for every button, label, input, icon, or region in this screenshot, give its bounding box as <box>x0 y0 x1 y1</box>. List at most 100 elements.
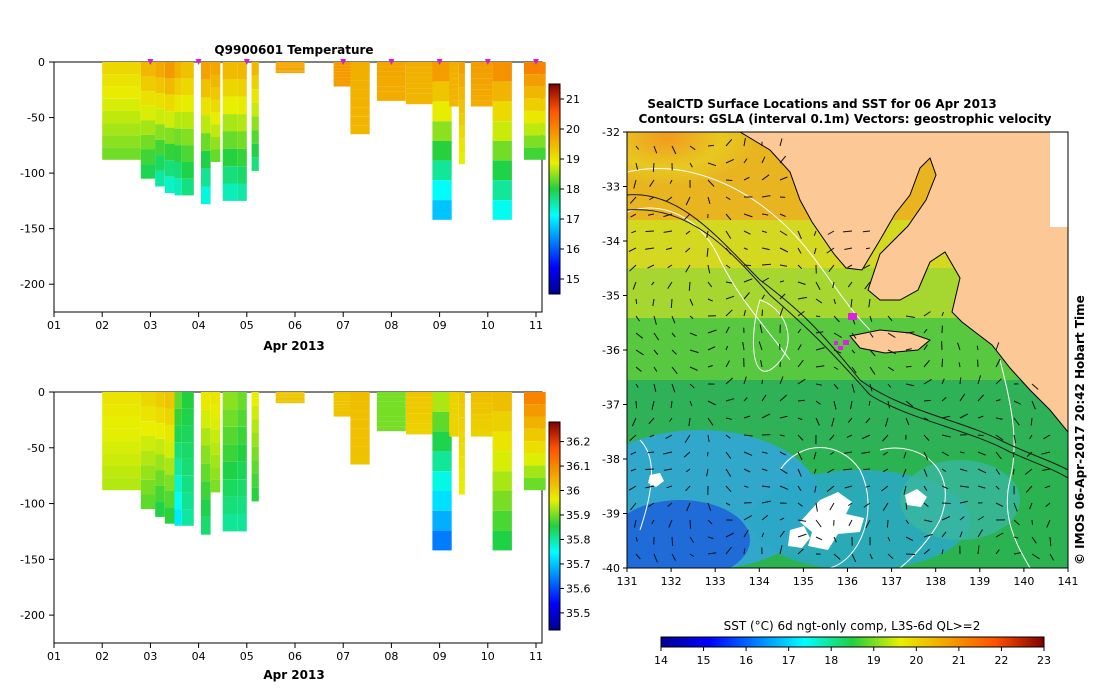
colorbar-tick-label: 36.1 <box>566 460 591 473</box>
velocity-vector <box>761 394 767 402</box>
sst-colorbar-tick-label: 18 <box>824 654 838 667</box>
velocity-vector <box>653 383 657 392</box>
velocity-vector <box>995 378 1002 385</box>
velocity-vector <box>633 179 637 189</box>
profile-segment <box>210 99 221 112</box>
velocity-vector <box>905 383 915 387</box>
velocity-vector <box>665 434 673 440</box>
velocity-vector <box>743 548 746 555</box>
velocity-vector <box>797 359 804 368</box>
profile-segment <box>201 97 211 116</box>
velocity-vector <box>813 468 817 474</box>
velocity-vector <box>707 196 711 205</box>
profile-segment <box>458 74 465 88</box>
velocity-vector <box>761 309 763 317</box>
profile-segment <box>251 62 259 76</box>
profile-segment <box>470 392 493 398</box>
velocity-vector <box>671 383 676 393</box>
velocity-vector <box>684 213 691 221</box>
profile-segment <box>458 430 465 444</box>
velocity-vector <box>995 532 1004 538</box>
colorbar-tick-label: 18 <box>566 183 580 196</box>
temperature-x-axis-label: Apr 2013 <box>263 339 324 353</box>
profile-segment <box>210 442 221 455</box>
profile-segment <box>449 95 459 101</box>
velocity-vector <box>851 383 855 393</box>
y-tick-label: -200 <box>20 609 45 622</box>
profile-segment <box>174 425 182 443</box>
profile-segment <box>470 89 493 96</box>
velocity-vector <box>869 553 873 560</box>
velocity-vector <box>725 434 731 439</box>
profile-segment <box>432 451 452 472</box>
gsla-contour-2 <box>627 207 791 361</box>
velocity-vector <box>779 307 784 317</box>
profile-segment <box>201 481 211 499</box>
profile-segment <box>458 469 465 482</box>
profile-segment <box>350 125 370 135</box>
profile-segment <box>275 63 305 65</box>
profile-segment <box>470 408 493 415</box>
profile-segment <box>524 74 546 87</box>
profile-segment <box>102 428 141 442</box>
sst-colorbar-tick-label: 19 <box>867 654 881 667</box>
velocity-vector <box>707 264 711 274</box>
colorbar-tick-label: 15 <box>566 273 580 286</box>
velocity-vector <box>797 328 802 334</box>
profile-segment <box>350 455 370 465</box>
velocity-vector <box>671 349 677 355</box>
temperature-section-panel: Q9900601 Temperature 0 -50 -100 -150 -200 01… <box>20 43 580 353</box>
velocity-vector <box>725 451 732 459</box>
sst-colorbar-label: SST (°C) 6d ngt-only comp, L3S-6d QL>=2 <box>724 619 981 633</box>
colorbar-tick-label: 21 <box>566 93 580 106</box>
velocity-vector <box>666 196 673 202</box>
profile-segment <box>449 78 459 85</box>
velocity-vector <box>779 530 785 538</box>
velocity-vector <box>743 247 748 250</box>
salinity-profiles <box>102 392 546 551</box>
velocity-vector <box>882 468 889 473</box>
velocity-vector <box>743 451 753 456</box>
profile-segment <box>251 405 259 420</box>
velocity-vector <box>1029 502 1033 510</box>
x-tick-label: 07 <box>336 650 350 663</box>
velocity-vector <box>941 415 951 419</box>
velocity-vector <box>688 281 691 291</box>
sst-map-panel: SealCTD Surface Locations and SST for 06… <box>602 97 1087 667</box>
velocity-vector <box>725 281 733 284</box>
velocity-vector <box>649 179 655 187</box>
velocity-vector <box>813 247 817 255</box>
profile-segment <box>210 62 221 75</box>
velocity-vector <box>863 264 871 269</box>
x-tick-label: 10 <box>481 650 495 663</box>
profile-segment <box>492 431 512 452</box>
x-tick-label: 03 <box>143 319 157 332</box>
velocity-vector <box>976 345 979 351</box>
geostrophic-velocity-vectors <box>628 138 1055 563</box>
velocity-vector <box>957 342 961 351</box>
velocity-vector <box>725 417 732 420</box>
velocity-vector <box>761 379 763 385</box>
profile-segment <box>164 441 175 458</box>
profile-segment <box>376 91 406 97</box>
profile-segment <box>164 160 175 177</box>
velocity-vector <box>923 311 931 317</box>
velocity-vector <box>887 315 893 322</box>
velocity-vector <box>649 434 655 438</box>
velocity-vector <box>923 485 928 492</box>
velocity-vector <box>779 264 788 267</box>
y-tick-label: -200 <box>20 278 45 291</box>
velocity-vector <box>903 451 907 459</box>
profile-segment <box>492 510 512 531</box>
velocity-vector <box>832 281 835 289</box>
profile-segment <box>164 127 175 144</box>
velocity-vector <box>865 247 871 250</box>
profile-marker <box>436 59 443 65</box>
profile-segment <box>181 425 194 443</box>
profile-segment <box>470 431 493 437</box>
velocity-vector <box>670 298 673 309</box>
profile-segment <box>376 426 406 432</box>
profile-segment <box>181 458 194 476</box>
velocity-vector <box>851 553 857 563</box>
y-tick-label: -50 <box>27 442 45 455</box>
